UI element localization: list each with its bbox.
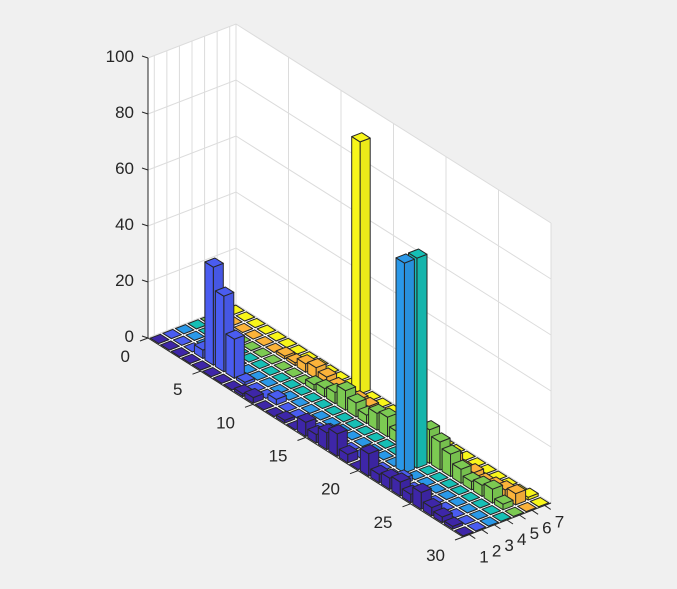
bar <box>355 425 375 436</box>
bar <box>458 503 478 514</box>
bar <box>244 329 264 340</box>
y-tick-label: 15 <box>269 447 288 466</box>
z-tick-label: 0 <box>125 327 134 346</box>
bar <box>254 400 275 411</box>
bar <box>185 330 205 341</box>
bar <box>324 405 344 416</box>
bar <box>233 322 254 333</box>
y-axis-tick-labels: 0 5 10 15 20 25 30 <box>121 337 464 565</box>
y-tick-label: 10 <box>216 413 235 432</box>
y-tick-label: 20 <box>321 480 340 499</box>
bar <box>273 360 293 371</box>
bar <box>254 336 275 347</box>
bar <box>529 497 550 508</box>
bar <box>162 328 182 340</box>
bar <box>175 324 195 335</box>
bar <box>250 359 270 370</box>
z-tick-label: 20 <box>115 271 134 290</box>
bar <box>258 377 279 388</box>
bar <box>225 329 245 379</box>
y-tick-label: 25 <box>374 513 393 532</box>
z-tick-label: 60 <box>115 159 134 178</box>
bar <box>366 432 386 443</box>
y-tick-label: 5 <box>173 380 182 399</box>
bar <box>263 354 283 365</box>
bar <box>443 516 464 530</box>
bar <box>252 347 273 358</box>
y-tick-label: 0 <box>121 347 130 366</box>
y-tick-label: 30 <box>426 546 445 565</box>
bar <box>351 132 371 395</box>
z-axis-tick-labels: 0 20 40 60 80 100 <box>106 47 149 346</box>
bar <box>311 410 331 421</box>
bar <box>437 489 457 501</box>
bar <box>282 378 302 390</box>
bar <box>439 478 459 489</box>
bar <box>448 496 468 507</box>
bar <box>454 526 474 537</box>
bar <box>292 385 312 396</box>
bar <box>427 483 447 494</box>
bar <box>450 485 470 496</box>
z-tick-label: 40 <box>115 215 134 234</box>
bar <box>492 511 512 522</box>
bar <box>172 335 193 346</box>
bar <box>429 471 449 482</box>
bar <box>235 372 256 386</box>
bar <box>460 491 480 502</box>
bar <box>300 403 321 414</box>
bar <box>284 367 304 378</box>
bar <box>240 352 260 363</box>
bar <box>466 521 487 532</box>
bar <box>483 479 504 504</box>
bar <box>338 444 359 464</box>
bar <box>242 340 262 352</box>
bar <box>290 397 310 408</box>
bar <box>246 317 266 329</box>
bar <box>271 372 291 383</box>
bar <box>235 311 256 322</box>
bar <box>170 347 191 358</box>
bar <box>244 387 264 404</box>
bar <box>517 501 537 513</box>
x-tick-label: 4 <box>517 530 526 549</box>
bar <box>345 418 365 429</box>
x-tick-label: 1 <box>479 548 488 567</box>
bar <box>275 410 296 424</box>
bar <box>160 340 180 351</box>
bar <box>191 360 212 371</box>
bar <box>353 436 373 447</box>
bar <box>275 346 296 360</box>
bar <box>469 509 489 520</box>
bar <box>303 392 323 403</box>
bar <box>267 389 287 406</box>
bar <box>471 498 491 509</box>
x-tick-label: 7 <box>555 512 564 531</box>
bar <box>202 367 222 378</box>
bar <box>261 365 281 376</box>
bar <box>504 506 525 517</box>
x-tick-label: 2 <box>492 542 501 561</box>
z-tick-label: 80 <box>115 103 134 122</box>
bar <box>395 253 415 474</box>
bar <box>267 331 287 342</box>
bars <box>149 132 550 537</box>
bar <box>418 465 438 476</box>
bar <box>181 353 201 364</box>
x-tick-label: 3 <box>504 536 513 555</box>
x-tick-label: 6 <box>542 518 551 537</box>
x-tick-label: 5 <box>530 524 539 543</box>
bar <box>479 516 499 527</box>
bar <box>256 324 277 335</box>
bar <box>149 333 170 344</box>
bar <box>313 398 333 409</box>
bar <box>334 412 354 423</box>
bar <box>481 505 501 516</box>
z-tick-label: 100 <box>106 47 134 66</box>
bar <box>494 494 514 511</box>
bar <box>212 373 233 384</box>
